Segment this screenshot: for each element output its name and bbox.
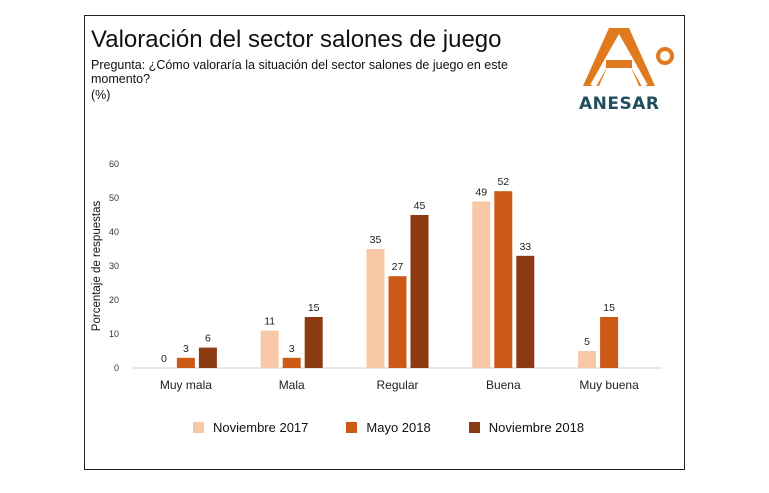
x-category-label: Buena [486,378,521,392]
bar [198,347,217,368]
legend-label-nov2017: Noviembre 2017 [213,420,309,435]
y-tick-label: 60 [109,159,119,169]
y-axis-label: Porcentaje de respuestas [91,201,103,332]
legend-item-nov2017: Noviembre 2017 [193,420,308,435]
chart-title: Valoración del sector salones de juego [91,26,502,53]
logo-text: ANESAR [579,94,660,114]
bar [516,255,535,368]
bar [388,276,407,368]
legend-swatch-may2018 [346,422,358,433]
chart-legend: Noviembre 2017 Mayo 2018 Noviembre 2018 [193,420,584,435]
bar [176,357,195,368]
x-category-label: Muy mala [160,378,212,392]
bar [494,191,513,368]
bar [472,201,491,368]
bar-value-label: 52 [497,176,509,188]
legend-swatch-nov2018 [468,422,480,433]
bar-value-label: 0 [161,353,167,365]
bar-value-label: 3 [289,343,295,355]
bar-value-label: 49 [475,186,487,198]
bar-chart: 0 10 20 30 40 50 60 Porcentaje de respuestas 0 3 6… [91,159,662,392]
bar-value-label: 27 [392,261,404,273]
logo-mark-icon [583,28,674,88]
legend-item-nov2018: Noviembre 2018 [468,420,585,435]
legend-swatch-nov2017 [193,422,204,433]
bar-value-label: 5 [584,336,590,348]
chart-unit: (%) [91,88,111,102]
bar-value-label: 35 [370,234,382,246]
y-tick-label: 10 [109,329,119,339]
bar-value-label: 33 [519,241,531,253]
bar [282,357,301,368]
y-tick-label: 30 [109,261,119,271]
bar [366,249,385,368]
y-tick-label: 0 [114,363,119,373]
bar-value-label: 45 [414,200,426,212]
bar-value-label: 11 [264,316,275,328]
x-category-label: Regular [376,378,418,392]
legend-item-may2018: Mayo 2018 [346,420,431,435]
bar-value-label: 15 [308,302,320,314]
y-tick-label: 20 [109,295,119,305]
anesar-logo: ANESAR [579,24,679,116]
x-category-label: Muy buena [579,378,639,392]
legend-label-nov2018: Noviembre 2018 [488,420,585,435]
y-tick-label: 40 [109,227,119,237]
chart-frame: Valoración del sector salones de juego P… [84,15,685,470]
bar [600,317,619,368]
bar [260,330,279,368]
bar [304,317,323,368]
bar [578,351,597,368]
chart-question: Pregunta: ¿Cómo valoraría la situación d… [91,58,508,86]
bar-value-label: 3 [183,343,189,355]
legend-label-may2018: Mayo 2018 [366,420,431,435]
bar-value-label: 6 [205,333,211,345]
y-tick-label: 50 [109,193,119,203]
bar [410,215,429,368]
bar-value-label: 15 [603,302,615,314]
x-category-label: Mala [279,378,305,392]
